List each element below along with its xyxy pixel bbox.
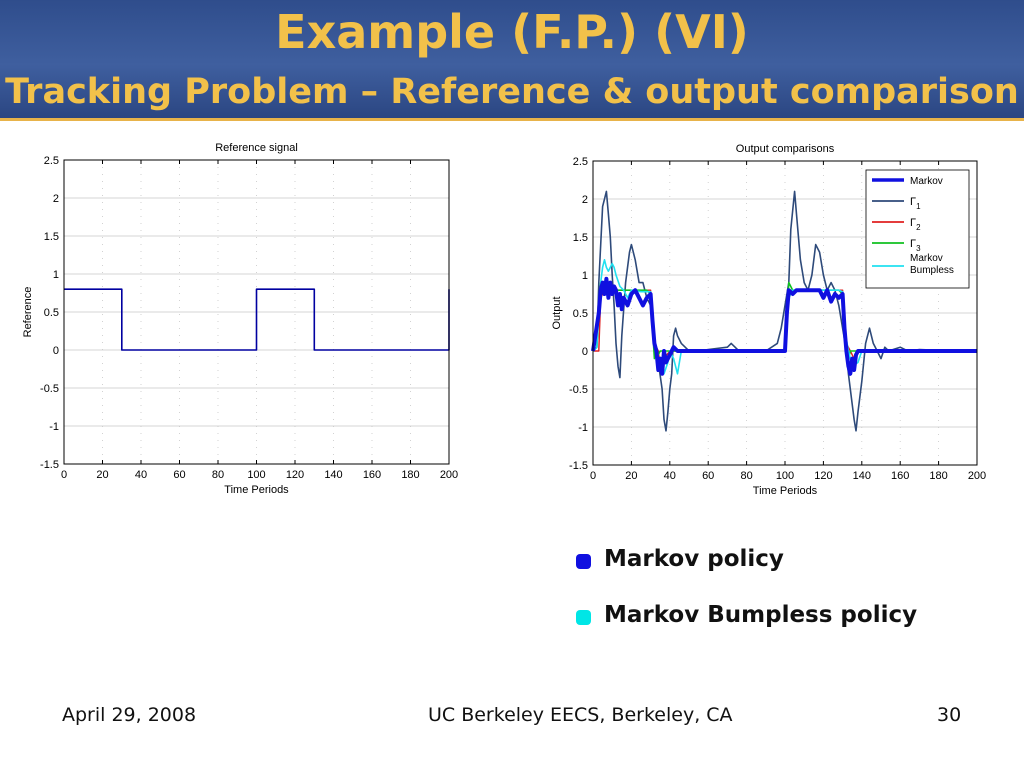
y-tick-label: 1.5 xyxy=(44,231,59,243)
y-tick-label: 2.5 xyxy=(573,156,588,168)
y-tick-label: -0.5 xyxy=(40,383,59,395)
x-axis-label: Time Periods xyxy=(224,484,289,496)
footer-date: April 29, 2008 xyxy=(62,704,197,726)
series-line-ref-0 xyxy=(64,288,450,351)
slide-title: Example (F.P.) (VI) xyxy=(275,5,749,59)
x-tick-label: 120 xyxy=(286,469,304,481)
x-tick-label: 160 xyxy=(363,469,381,481)
x-tick-label: 120 xyxy=(814,470,832,482)
legend-subscript: 2 xyxy=(916,223,921,232)
x-tick-label: 140 xyxy=(324,469,342,481)
bullet-label: Markov policy xyxy=(604,546,784,572)
plot-frame xyxy=(592,160,978,466)
legend-label: Markov xyxy=(910,176,943,187)
x-tick-label: 40 xyxy=(135,469,147,481)
y-tick-label: -0.5 xyxy=(569,384,588,396)
legend-label: Γ3 xyxy=(910,238,921,253)
y-tick-label: 2 xyxy=(582,194,588,206)
legend-box xyxy=(865,169,970,289)
plot-frame xyxy=(63,159,450,465)
y-tick-label: -1.5 xyxy=(569,460,588,472)
y-tick-label: 0 xyxy=(53,345,59,357)
slide-subtitle: Tracking Problem – Reference & output co… xyxy=(5,72,1019,112)
x-tick-label: 40 xyxy=(664,470,676,482)
y-tick-label: 1 xyxy=(582,270,588,282)
footer-venue: UC Berkeley EECS, Berkeley, CA xyxy=(428,704,733,726)
y-tick-label: 0.5 xyxy=(44,307,59,319)
x-tick-label: 20 xyxy=(625,470,637,482)
x-tick-label: 60 xyxy=(173,469,185,481)
legend-label: Markov xyxy=(910,253,943,264)
x-tick-label: 200 xyxy=(968,470,986,482)
chart-title: Reference signal xyxy=(215,142,298,154)
y-axis-label: Reference xyxy=(22,287,34,338)
x-tick-label: 100 xyxy=(776,470,794,482)
slide-number: 30 xyxy=(937,704,962,726)
x-tick-label: 180 xyxy=(929,470,947,482)
blue-square-icon xyxy=(576,554,591,569)
legend-subscript: 1 xyxy=(916,202,921,211)
legend-label: Γ2 xyxy=(910,217,921,232)
x-tick-label: 0 xyxy=(61,469,67,481)
x-tick-label: 140 xyxy=(853,470,871,482)
y-tick-label: 1.5 xyxy=(573,232,588,244)
y-tick-label: 2 xyxy=(53,193,59,205)
y-axis-label: Output xyxy=(551,296,563,329)
x-tick-label: 100 xyxy=(247,469,265,481)
x-tick-label: 200 xyxy=(440,469,458,481)
x-tick-label: 20 xyxy=(96,469,108,481)
title-banner xyxy=(0,0,1024,118)
x-tick-label: 60 xyxy=(702,470,714,482)
y-tick-label: 0 xyxy=(582,346,588,358)
y-tick-label: 1 xyxy=(53,269,59,281)
y-tick-label: -1 xyxy=(49,421,59,433)
legend-label: Γ1 xyxy=(910,196,921,211)
x-tick-label: 0 xyxy=(590,470,596,482)
banner-divider xyxy=(0,118,1024,121)
x-tick-label: 80 xyxy=(212,469,224,481)
x-axis-label: Time Periods xyxy=(753,485,818,497)
x-tick-label: 80 xyxy=(740,470,752,482)
x-tick-label: 160 xyxy=(891,470,909,482)
cyan-square-icon xyxy=(576,610,591,625)
y-tick-label: -1.5 xyxy=(40,459,59,471)
legend-label: Bumpless xyxy=(910,265,954,276)
series-line-markov xyxy=(591,276,977,376)
bullet-label: Markov Bumpless policy xyxy=(604,602,918,628)
legend-subscript: 3 xyxy=(916,244,921,253)
y-tick-label: 0.5 xyxy=(573,308,588,320)
y-tick-label: -1 xyxy=(578,422,588,434)
y-tick-label: 2.5 xyxy=(44,155,59,167)
x-tick-label: 180 xyxy=(401,469,419,481)
chart-title: Output comparisons xyxy=(736,143,835,155)
